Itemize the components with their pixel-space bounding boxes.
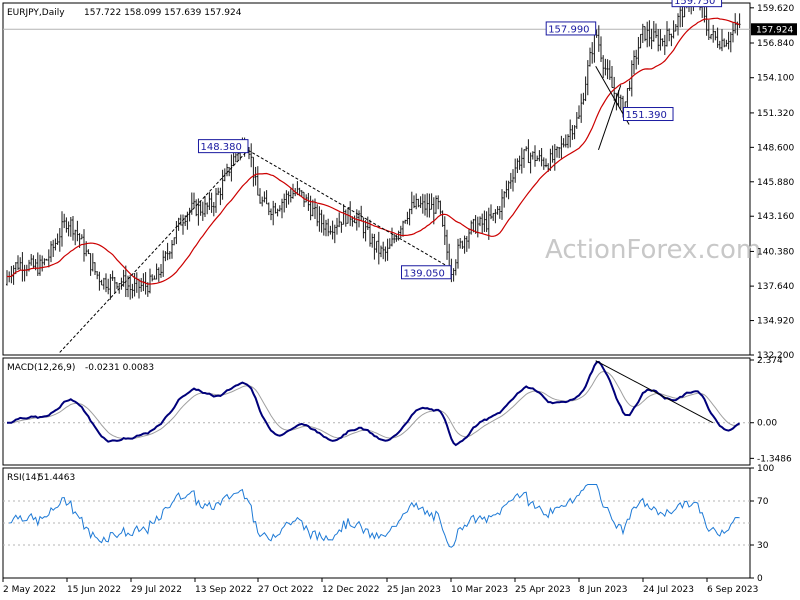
rsi-tick-label: 30	[757, 541, 769, 551]
price-tag-label: 157.990	[548, 24, 589, 35]
moving-average-line	[7, 17, 740, 285]
current-price-box	[751, 23, 797, 36]
date-tick-label: 8 Jun 2023	[579, 585, 627, 595]
price-tick-label: 145.880	[757, 178, 794, 188]
rsi-tick-label: 100	[757, 464, 774, 474]
price-tick-label: 148.600	[757, 143, 794, 153]
date-tick-label: 15 Jun 2022	[67, 585, 121, 595]
macd-values: -0.0231 0.0083	[85, 363, 154, 373]
macd-tick-label: 2.374	[757, 356, 783, 366]
date-tick-label: 6 Sep 2023	[707, 585, 758, 595]
date-tick-label: 13 Sep 2022	[195, 585, 252, 595]
symbol-label: EURJPY,Daily	[7, 8, 65, 18]
date-tick-label: 24 Jul 2023	[643, 585, 694, 595]
rsi-tick-label: 0	[757, 574, 763, 584]
price-tick-label: 151.320	[757, 109, 794, 119]
date-tick-label: 12 Dec 2022	[322, 585, 380, 595]
price-tag-label: 148.380	[200, 142, 241, 153]
macd-tick-label: -1.3486	[757, 454, 792, 464]
macd-panel	[2, 357, 751, 466]
price-tick-label: 137.640	[757, 282, 794, 292]
price-tag-label: 139.050	[404, 268, 445, 279]
price-tick-label: 159.620	[757, 4, 794, 14]
trendline-cross-b	[598, 85, 622, 151]
price-tag-label: 151.390	[626, 110, 667, 121]
price-tick-label: 143.160	[757, 212, 794, 222]
trendline-falling	[247, 149, 452, 269]
date-tick-label: 27 Oct 2022	[258, 585, 314, 595]
price-tag-box	[671, 0, 723, 8]
price-tag-box	[545, 21, 597, 36]
price-tick-label: 140.380	[757, 247, 794, 257]
price-tick-label: 134.920	[757, 317, 794, 327]
macd-divergence-line	[595, 360, 714, 424]
macd-label: MACD(12,26,9)	[7, 363, 75, 373]
date-tick-label: 29 Jul 2022	[131, 585, 182, 595]
price-tick-label: 132.200	[757, 351, 794, 361]
rsi-line	[9, 484, 740, 548]
trendline-rising	[59, 149, 249, 353]
rsi-panel	[2, 467, 751, 579]
rsi-label: RSI(14)	[7, 473, 40, 483]
price-tick-label: 156.840	[757, 39, 794, 49]
rsi-values: 51.4463	[38, 473, 75, 483]
date-tick-label: 10 Mar 2023	[451, 585, 508, 595]
rsi-tick-label: 70	[757, 497, 769, 507]
ohlc-values: 157.722 158.099 157.639 157.924	[84, 8, 242, 18]
macd-main-line	[7, 360, 741, 447]
price-tag-box	[401, 265, 452, 280]
current-price-label: 157.924	[756, 25, 793, 35]
date-tick-label: 25 Jan 2023	[387, 585, 441, 595]
date-tick-label: 2 May 2022	[3, 585, 56, 595]
price-tag-box	[623, 107, 674, 122]
date-tick-label: 25 Apr 2023	[515, 585, 571, 595]
price-tag-label: 159.750	[674, 0, 715, 7]
watermark: ActionForex.com	[545, 235, 761, 265]
price-tick-label: 154.100	[757, 74, 794, 84]
price-tag-box	[197, 139, 249, 154]
macd-tick-label: 0.00	[757, 419, 777, 429]
